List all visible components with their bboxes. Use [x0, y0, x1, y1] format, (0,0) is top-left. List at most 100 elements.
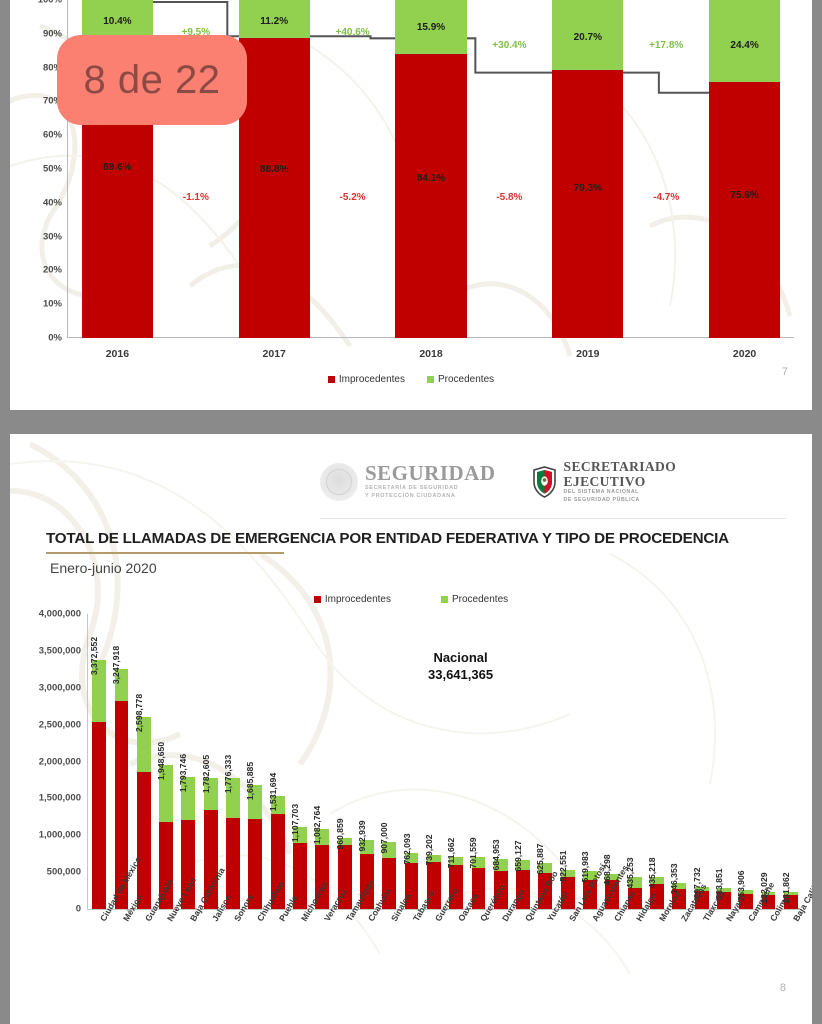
chart1-seg-label: 89.6%: [103, 162, 132, 174]
chart1-delta-improcedentes: -4.7%: [653, 192, 680, 203]
slide-8[interactable]: SEGURIDAD SECRETARÍA DE SEGURIDAD Y PROT…: [10, 434, 812, 1024]
chart2-ytick: 2,500,000: [38, 719, 81, 731]
chart1-seg-label: 88.8%: [260, 163, 289, 175]
page-progress-badge[interactable]: 8 de 22: [57, 35, 247, 125]
logo-seguridad-title: SEGURIDAD: [365, 461, 496, 486]
chart2-plot-area: 4,000,000 3,500,000 3,000,000 2,500,000 …: [39, 609, 802, 915]
chart2-value-label: 3,247,918: [111, 646, 122, 685]
chart2-seg-procedentes: [248, 784, 263, 820]
chart-2-stacked-by-state: 4,000,000 3,500,000 3,000,000 2,500,000 …: [10, 584, 812, 1024]
chart1-column-2019: 20.7% 79.3% 2019: [538, 0, 637, 360]
chart2-seg-improcedentes: [404, 863, 419, 909]
chart2-legend-label: Improcedentes: [324, 594, 391, 605]
chart2-column: 1,685,885: [244, 614, 266, 909]
chart2-seg-improcedentes: [493, 871, 508, 909]
chart2-value-label: 1,948,650: [156, 742, 167, 781]
chart2-column: 907,000: [378, 614, 400, 909]
chart2-seg-improcedentes: [426, 861, 441, 909]
chart2-seg-improcedentes: [203, 810, 218, 909]
chart1-column-2017: 11.2% 88.8% 2017: [225, 0, 324, 360]
chart2-value-label: 1,685,885: [245, 761, 256, 800]
chart1-ytick: 50%: [42, 163, 62, 175]
national-label: Nacional: [433, 650, 488, 665]
chart2-ytick: 1,500,000: [38, 792, 81, 804]
viewer-right-gutter: [812, 0, 822, 1024]
slide8-title: TOTAL DE LLAMADAS DE EMERGENCIA POR ENTI…: [46, 530, 729, 547]
chart2-column: 468,298: [601, 614, 623, 909]
chart1-ytick: 20%: [42, 264, 62, 276]
chart1-ytick: 100%: [37, 0, 62, 6]
chart2-bar: 932,939: [357, 821, 374, 909]
chart1-xtick: 2017: [262, 348, 286, 360]
chart2-seg-procedentes: [315, 829, 330, 845]
slide8-subtitle: Enero-junio 2020: [50, 560, 157, 576]
chart2-bar: 762,093: [402, 833, 419, 909]
chart2-seg-procedentes: [426, 854, 441, 862]
chart2-legend-label: Procedentes: [452, 594, 509, 605]
chart2-column: 684,953: [490, 614, 512, 909]
chart2-value-label: 522,551: [557, 850, 568, 883]
chart2-seg-procedentes: [650, 876, 664, 885]
chart1-ytick: 40%: [42, 197, 62, 209]
chart2-value-label: 684,953: [490, 838, 501, 871]
chart2-column: 1,948,650: [155, 614, 177, 909]
chart2-bar: 659,127: [513, 841, 530, 909]
chart2-seg-procedentes: [716, 888, 731, 893]
legend-swatch-icon: [427, 376, 434, 383]
chart2-seg-improcedentes: [739, 893, 754, 909]
chart2-column: 519,983: [579, 614, 601, 909]
chart1-seg-procedentes: 11.2%: [238, 0, 310, 38]
chart1-seg-procedentes: 24.4%: [709, 0, 781, 83]
chart2-seg-improcedentes: [270, 813, 285, 909]
slide7-page-number: 7: [781, 366, 788, 378]
chart1-xtick: 2020: [732, 348, 757, 360]
chart2-value-label: 625,887: [535, 843, 546, 875]
chart2-bar: 1,782,605: [201, 754, 218, 909]
chart2-bar: 231,862: [781, 872, 798, 909]
chart1-delta-2018-2019: -17.2% +30.4% -5.8%: [480, 0, 538, 338]
chart1-y-axis: [67, 0, 68, 338]
chart2-seg-procedentes: [627, 876, 642, 888]
chart2-seg-procedentes: [449, 856, 464, 865]
chart2-seg-procedentes: [761, 891, 776, 895]
chart2-value-label: 519,983: [580, 851, 591, 883]
chart2-seg-procedentes: [560, 870, 575, 877]
logo-secretariado-ejecutivo: SECRETARIADO EJECUTIVO DEL SISTEMA NACIO…: [532, 459, 677, 505]
chart2-seg-improcedentes: [315, 844, 330, 909]
chart2-bar: 1,107,703: [290, 804, 307, 909]
chart1-delta-improcedentes: -1.1%: [182, 192, 209, 203]
chart2-column: 3,372,552: [88, 614, 110, 909]
chart1-column-2020: 24.4% 75.6% 2020: [695, 0, 794, 360]
chart1-legend: Improcedentes Procedentes: [10, 374, 812, 385]
chart2-bar: 519,983: [580, 851, 597, 909]
slide8-header-logos: SEGURIDAD SECRETARÍA DE SEGURIDAD Y PROT…: [320, 448, 790, 516]
logo-seguridad-sub2: Y PROTECCIÓN CIUDADANA: [365, 493, 456, 499]
legend-swatch-icon: [313, 596, 321, 603]
chart2-column: 1,082,764: [311, 614, 333, 909]
chart2-value-label: 1,776,333: [223, 754, 234, 794]
chart2-column: 435,218: [646, 614, 668, 909]
chart2-bar: 435,218: [647, 857, 664, 909]
chart1-ytick: 70%: [42, 95, 62, 107]
chart1-delta-improcedentes: -5.2%: [339, 192, 366, 203]
chart2-value-label: 435,218: [646, 857, 657, 889]
chart2-value-label: 960,859: [334, 818, 345, 850]
chart2-value-label: 1,782,605: [200, 754, 211, 793]
chart2-value-label: 762,093: [401, 833, 412, 865]
chart1-seg-label: 79.3%: [573, 182, 602, 194]
chart2-column: 1,793,746: [177, 614, 199, 909]
chart2-seg-procedentes: [181, 776, 196, 820]
chart1-ytick: 60%: [42, 129, 62, 141]
chart2-ytick: 3,000,000: [38, 682, 81, 694]
chart2-column: 297,732: [690, 614, 712, 909]
chart2-seg-improcedentes: [627, 887, 642, 909]
legend-swatch-icon: [441, 596, 448, 603]
chart2-seg-procedentes: [382, 842, 397, 859]
chart2-value-label: 932,939: [356, 820, 367, 852]
chart2-ytick: 0: [75, 903, 81, 915]
chart2-ytick: 2,000,000: [38, 756, 81, 767]
chart2-column: 762,093: [400, 614, 422, 909]
chart2-x-axis: [87, 909, 802, 910]
viewer-left-gutter: [0, 0, 10, 1024]
